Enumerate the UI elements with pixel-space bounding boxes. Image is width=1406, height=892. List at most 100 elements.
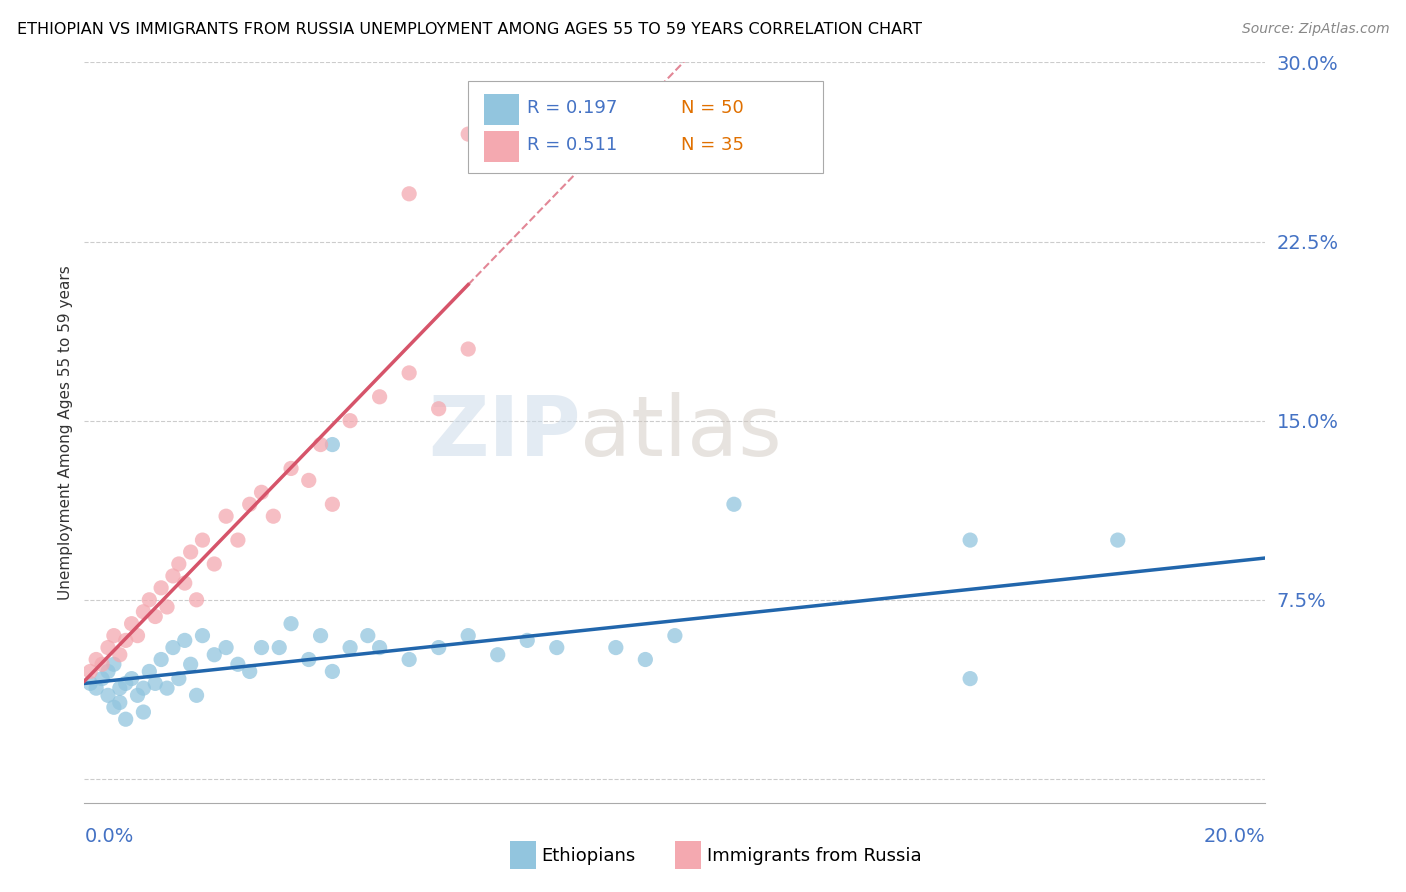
- Point: [84, 652, 107, 666]
- Point: [103, 700, 125, 714]
- Y-axis label: Unemployment Among Ages 55 to 59 years: Unemployment Among Ages 55 to 59 years: [58, 265, 73, 600]
- Point: [132, 681, 155, 695]
- Point: [339, 640, 361, 655]
- Point: [202, 557, 225, 571]
- Point: [143, 609, 166, 624]
- Text: R = 0.511: R = 0.511: [527, 136, 617, 154]
- FancyBboxPatch shape: [468, 81, 823, 173]
- Point: [226, 657, 249, 672]
- Point: [959, 672, 981, 686]
- Point: [215, 640, 238, 655]
- Text: Immigrants from Russia: Immigrants from Russia: [707, 847, 921, 865]
- Point: [605, 640, 627, 655]
- Point: [186, 592, 208, 607]
- Point: [634, 652, 657, 666]
- Point: [298, 652, 321, 666]
- Point: [103, 629, 125, 643]
- Point: [321, 665, 343, 679]
- Point: [132, 605, 155, 619]
- Point: [959, 533, 981, 547]
- Point: [427, 640, 450, 655]
- Point: [143, 676, 166, 690]
- Point: [150, 581, 173, 595]
- Point: [180, 545, 202, 559]
- Point: [202, 648, 225, 662]
- Point: [398, 186, 420, 201]
- Point: [138, 592, 160, 607]
- Point: [127, 629, 149, 643]
- Point: [167, 557, 190, 571]
- Text: 0.0%: 0.0%: [84, 827, 134, 846]
- Point: [132, 705, 155, 719]
- Point: [280, 616, 302, 631]
- Point: [250, 640, 273, 655]
- Point: [191, 629, 214, 643]
- Point: [457, 629, 479, 643]
- Point: [457, 342, 479, 356]
- Point: [156, 681, 179, 695]
- Point: [91, 657, 114, 672]
- Point: [114, 633, 136, 648]
- Point: [191, 533, 214, 547]
- Point: [186, 689, 208, 703]
- Point: [108, 648, 131, 662]
- Point: [368, 390, 391, 404]
- Point: [108, 696, 131, 710]
- Text: N = 35: N = 35: [681, 136, 744, 154]
- Point: [138, 665, 160, 679]
- Point: [486, 648, 509, 662]
- Point: [162, 569, 184, 583]
- Point: [150, 652, 173, 666]
- Point: [127, 689, 149, 703]
- Point: [167, 672, 190, 686]
- Point: [103, 657, 125, 672]
- Point: [298, 474, 321, 488]
- Point: [280, 461, 302, 475]
- Point: [664, 629, 686, 643]
- Point: [398, 366, 420, 380]
- Point: [121, 616, 143, 631]
- Point: [114, 712, 136, 726]
- Bar: [484, 95, 519, 126]
- Point: [1107, 533, 1129, 547]
- Point: [262, 509, 284, 524]
- Point: [114, 676, 136, 690]
- Point: [368, 640, 391, 655]
- Text: Source: ZipAtlas.com: Source: ZipAtlas.com: [1241, 22, 1389, 37]
- Point: [79, 665, 101, 679]
- Text: ETHIOPIAN VS IMMIGRANTS FROM RUSSIA UNEMPLOYMENT AMONG AGES 55 TO 59 YEARS CORRE: ETHIOPIAN VS IMMIGRANTS FROM RUSSIA UNEM…: [17, 22, 922, 37]
- Text: atlas: atlas: [581, 392, 782, 473]
- Point: [156, 599, 179, 614]
- Point: [84, 681, 107, 695]
- Point: [108, 681, 131, 695]
- Point: [250, 485, 273, 500]
- Point: [339, 414, 361, 428]
- Point: [398, 652, 420, 666]
- Point: [226, 533, 249, 547]
- Point: [121, 672, 143, 686]
- Bar: [675, 841, 700, 870]
- Point: [357, 629, 380, 643]
- Point: [457, 127, 479, 141]
- Text: N = 50: N = 50: [681, 99, 744, 118]
- Point: [97, 689, 120, 703]
- Bar: [484, 131, 519, 162]
- Point: [239, 665, 262, 679]
- Point: [269, 640, 291, 655]
- Point: [723, 497, 745, 511]
- Text: ZIP: ZIP: [427, 392, 581, 473]
- Point: [180, 657, 202, 672]
- Point: [97, 665, 120, 679]
- Point: [427, 401, 450, 416]
- Text: R = 0.197: R = 0.197: [527, 99, 617, 118]
- Bar: [509, 841, 536, 870]
- Point: [173, 633, 195, 648]
- Point: [97, 640, 120, 655]
- Point: [239, 497, 262, 511]
- Point: [309, 629, 332, 643]
- Point: [173, 576, 195, 591]
- Point: [321, 437, 343, 451]
- Point: [309, 437, 332, 451]
- Point: [215, 509, 238, 524]
- Point: [546, 640, 568, 655]
